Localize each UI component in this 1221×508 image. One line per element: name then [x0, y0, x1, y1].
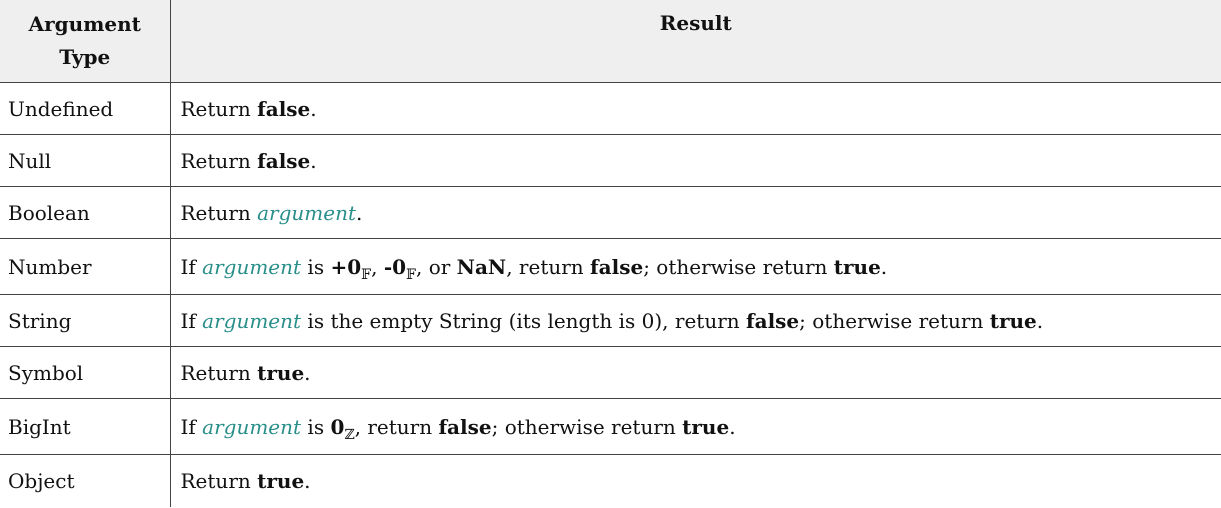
table-row: Undefined Return false. [0, 82, 1221, 135]
result-cell: Return true. [180, 468, 311, 493]
header-result: Result [170, 0, 1221, 83]
table-row: String If argument is the empty String (… [0, 294, 1221, 347]
table-row: Symbol Return true. [0, 346, 1221, 399]
type-cell: String [0, 294, 171, 347]
table-row: Boolean Return argument. [0, 186, 1221, 239]
type-cell: BigInt [0, 398, 171, 455]
result-cell: Return false. [170, 134, 1221, 187]
argument-link[interactable]: argument [202, 308, 302, 333]
header-row: Argument Type Result [0, 0, 1221, 83]
result-cell: If argument is the empty String (its len… [170, 294, 1221, 347]
table-row: Number If argument is +0𝔽, -0𝔽, or NaN, … [0, 238, 1221, 295]
type-cell: Object [0, 454, 171, 507]
result-cell: If argument is +0𝔽, -0𝔽, or NaN, return … [170, 238, 1221, 295]
type-cell: Boolean [0, 186, 171, 239]
type-cell: Number [0, 238, 171, 295]
result-cell: Return argument. [170, 186, 1221, 239]
result-cell: If argument is 0ℤ, return false; otherwi… [170, 398, 1221, 455]
argument-link[interactable]: argument [257, 200, 357, 225]
type-cell: Null [0, 134, 171, 187]
result-cell: Return false. [170, 82, 1221, 135]
type-cell: Undefined [0, 82, 171, 135]
argument-link[interactable]: argument [202, 254, 302, 279]
result-cell: Return true. [170, 346, 1221, 399]
type-cell: Symbol [0, 346, 171, 399]
table-row: Object Return true. [0, 454, 1221, 507]
table-row: BigInt If argument is 0ℤ, return false; … [0, 398, 1221, 455]
argument-link[interactable]: argument [202, 414, 302, 439]
table-row: Null Return false. [0, 134, 1221, 187]
header-argument-type: Argument Type [0, 0, 171, 83]
